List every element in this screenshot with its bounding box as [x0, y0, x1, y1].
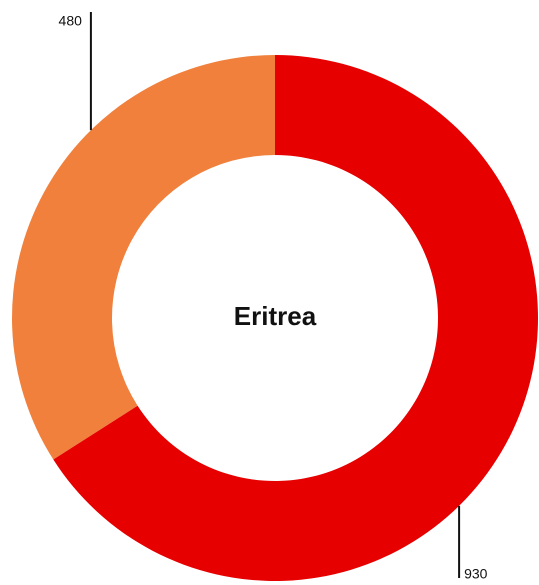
value-label: 930: [464, 566, 488, 582]
donut-slice: [12, 55, 275, 460]
chart-title: Eritrea: [234, 301, 317, 331]
value-label: 480: [59, 13, 83, 29]
donut-slice: [53, 55, 538, 582]
